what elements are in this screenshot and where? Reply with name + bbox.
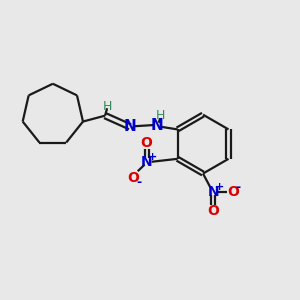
Text: N: N: [208, 185, 219, 199]
Text: O: O: [207, 204, 219, 218]
Text: +: +: [148, 152, 157, 162]
Text: O: O: [227, 185, 239, 199]
Text: O: O: [127, 171, 139, 185]
Text: O: O: [141, 136, 152, 150]
Text: N: N: [141, 155, 152, 169]
Text: N: N: [124, 119, 136, 134]
Text: H: H: [103, 100, 112, 113]
Text: H: H: [156, 110, 165, 122]
Text: -: -: [235, 181, 240, 194]
Text: +: +: [214, 182, 224, 192]
Text: -: -: [136, 176, 141, 189]
Text: N: N: [151, 118, 164, 133]
